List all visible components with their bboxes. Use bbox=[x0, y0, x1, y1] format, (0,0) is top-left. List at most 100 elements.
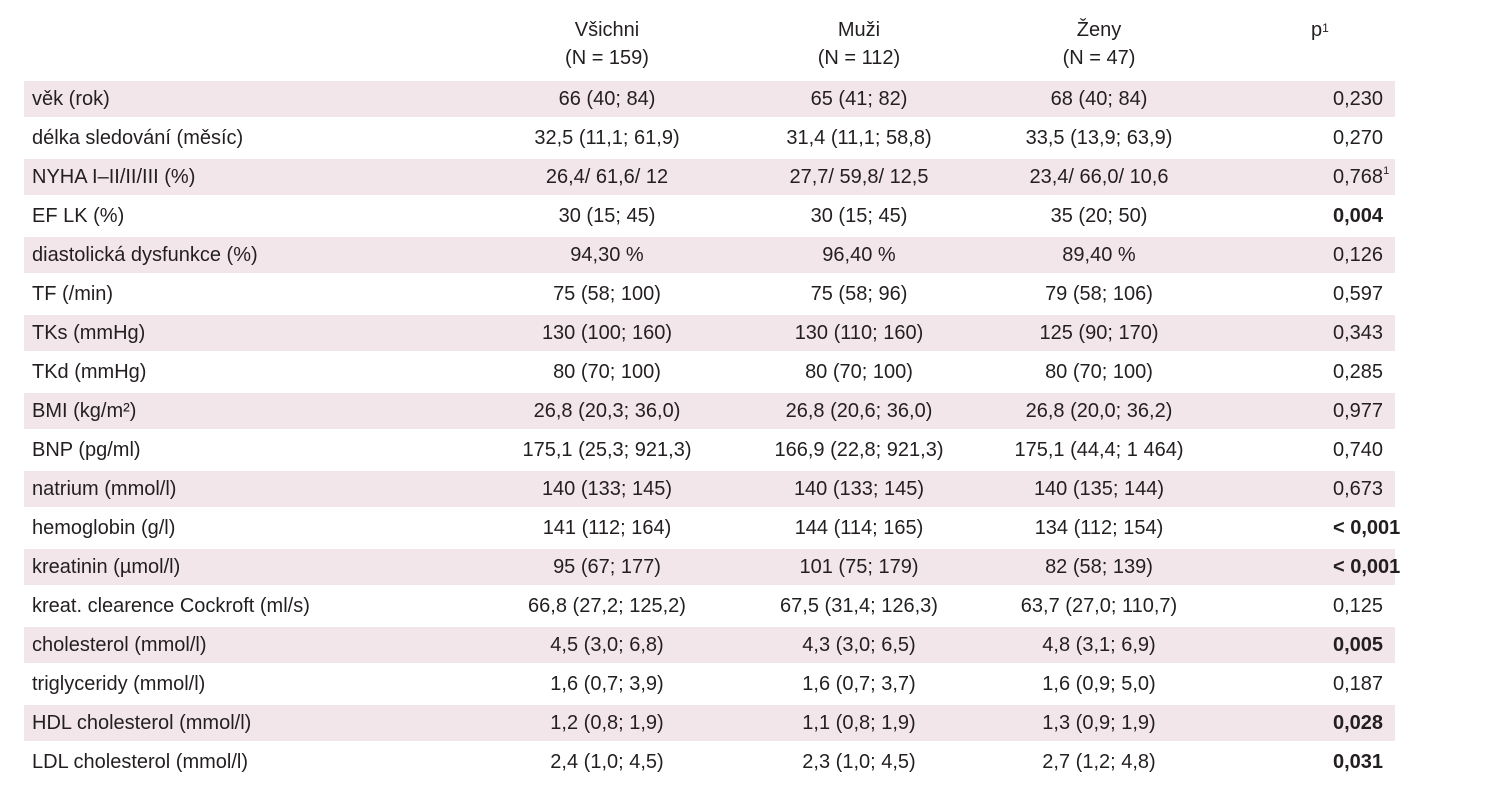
row-label: TF (/min) bbox=[24, 276, 473, 312]
cell-women: 125 (90; 170) bbox=[977, 315, 1221, 351]
row-label: délka sledování (měsíc) bbox=[24, 120, 473, 156]
table-row: TKd (mmHg) 80 (70; 100) 80 (70; 100) 80 (70… bbox=[24, 354, 1395, 390]
cell-men: 1,6 (0,7; 3,7) bbox=[741, 666, 977, 702]
p-value-text: 0,768 bbox=[1333, 165, 1384, 188]
cell-all: 94,30 % bbox=[473, 237, 741, 273]
row-label: TKs (mmHg) bbox=[24, 315, 473, 351]
header-row: Všichni (N = 159) Muži (N = 112) Ženy (N… bbox=[24, 3, 1395, 78]
p-value-text: 0,673 bbox=[1333, 477, 1384, 500]
table-row: věk (rok) 66 (40; 84) 65 (41; 82) 68 (40; 8… bbox=[24, 81, 1395, 117]
row-label: kreat. clearence Cockroft (ml/s) bbox=[24, 588, 473, 624]
header-women: Ženy (N = 47) bbox=[977, 3, 1221, 78]
cell-all: 130 (100; 160) bbox=[473, 315, 741, 351]
row-label: hemoglobin (g/l) bbox=[24, 510, 473, 546]
cell-men: 75 (58; 96) bbox=[741, 276, 977, 312]
cell-men: 1,1 (0,8; 1,9) bbox=[741, 705, 977, 741]
cell-p-value: 0,004 bbox=[1221, 198, 1395, 234]
cell-men: 144 (114; 165) bbox=[741, 510, 977, 546]
header-all-count: (N = 159) bbox=[565, 47, 649, 69]
cell-all: 4,5 (3,0; 6,8) bbox=[473, 627, 741, 663]
cell-men: 96,40 % bbox=[741, 237, 977, 273]
cell-p-value: 0,343 bbox=[1221, 315, 1395, 351]
p-value-text: 0,343 bbox=[1333, 321, 1384, 344]
cell-women: 26,8 (20,0; 36,2) bbox=[977, 393, 1221, 429]
cell-p-value: 0,031 bbox=[1221, 744, 1395, 780]
header-p-value: p1 bbox=[1221, 3, 1395, 78]
cell-p-value: 0,125 bbox=[1221, 588, 1395, 624]
table-row: NYHA I–II/II/III (%) 26,4/ 61,6/ 12 27,7/ … bbox=[24, 159, 1395, 195]
table-header: Všichni (N = 159) Muži (N = 112) Ženy (N… bbox=[24, 3, 1395, 78]
table-row: hemoglobin (g/l) 141 (112; 164) 144 (114; … bbox=[24, 510, 1400, 546]
header-men-count: (N = 112) bbox=[817, 47, 901, 69]
header-p-label: p bbox=[1311, 19, 1323, 41]
table-row: HDL cholesterol (mmol/l) 1,2 (0,8; 1,9) 1,… bbox=[24, 705, 1395, 741]
cell-p-value: 0,028 bbox=[1221, 705, 1395, 741]
cell-p-value: 0,126 bbox=[1221, 237, 1395, 273]
cell-all: 32,5 (11,1; 61,9) bbox=[473, 120, 741, 156]
p-value-text: 0,597 bbox=[1333, 282, 1384, 305]
table-row: natrium (mmol/l) 140 (133; 145) 140 (133; … bbox=[24, 471, 1395, 507]
cell-men: 30 (15; 45) bbox=[741, 198, 977, 234]
row-label: kreatinin (µmol/l) bbox=[24, 549, 473, 585]
p-value-text: 0,028 bbox=[1333, 711, 1384, 734]
cell-all: 26,8 (20,3; 36,0) bbox=[473, 393, 741, 429]
header-all-name: Všichni bbox=[574, 19, 640, 41]
cell-women: 89,40 % bbox=[977, 237, 1221, 273]
cell-p-value: 0,230 bbox=[1221, 81, 1395, 117]
row-label: BNP (pg/ml) bbox=[24, 432, 473, 468]
table-row: délka sledování (měsíc) 32,5 (11,1; 61,9)… bbox=[24, 120, 1395, 156]
cell-men: 80 (70; 100) bbox=[741, 354, 977, 390]
row-label: diastolická dysfunkce (%) bbox=[24, 237, 473, 273]
cell-men: 67,5 (31,4; 126,3) bbox=[741, 588, 977, 624]
cell-women: 4,8 (3,1; 6,9) bbox=[977, 627, 1221, 663]
p-value-text: < 0,001 bbox=[1333, 516, 1401, 539]
cell-women: 35 (20; 50) bbox=[977, 198, 1221, 234]
table-row: kreat. clearence Cockroft (ml/s) 66,8 (27… bbox=[24, 588, 1395, 624]
cell-men: 101 (75; 179) bbox=[741, 549, 977, 585]
cell-men: 140 (133; 145) bbox=[741, 471, 977, 507]
table-row: BMI (kg/m²) 26,8 (20,3; 36,0) 26,8 (20,6; … bbox=[24, 393, 1395, 429]
cell-all: 80 (70; 100) bbox=[473, 354, 741, 390]
row-label: HDL cholesterol (mmol/l) bbox=[24, 705, 473, 741]
cell-p-value: 0,7681 bbox=[1221, 159, 1395, 195]
cell-women: 2,7 (1,2; 4,8) bbox=[977, 744, 1221, 780]
header-women-count: (N = 47) bbox=[1062, 47, 1136, 69]
header-all: Všichni (N = 159) bbox=[473, 3, 741, 78]
header-label-column bbox=[24, 3, 473, 78]
table-row: TF (/min) 75 (58; 100) 75 (58; 96) 79 (58; … bbox=[24, 276, 1395, 312]
data-table-container: Všichni (N = 159) Muži (N = 112) Ženy (N… bbox=[24, 0, 1400, 783]
row-label: EF LK (%) bbox=[24, 198, 473, 234]
p-value-text: 0,005 bbox=[1333, 633, 1384, 656]
cell-p-value: 0,740 bbox=[1221, 432, 1395, 468]
cell-women: 63,7 (27,0; 110,7) bbox=[977, 588, 1221, 624]
cell-men: 31,4 (11,1; 58,8) bbox=[741, 120, 977, 156]
header-p-superscript: 1 bbox=[1322, 21, 1329, 35]
p-value-superscript: 1 bbox=[1383, 164, 1390, 177]
cell-p-value: 0,270 bbox=[1221, 120, 1395, 156]
cell-all: 30 (15; 45) bbox=[473, 198, 741, 234]
cell-p-value: < 0,001 bbox=[1221, 549, 1400, 585]
p-value-text: 0,126 bbox=[1333, 243, 1384, 266]
cell-women: 80 (70; 100) bbox=[977, 354, 1221, 390]
p-value-text: 0,977 bbox=[1333, 399, 1384, 422]
cell-all: 175,1 (25,3; 921,3) bbox=[473, 432, 741, 468]
cell-men: 65 (41; 82) bbox=[741, 81, 977, 117]
p-value-text: 0,740 bbox=[1333, 438, 1384, 461]
cell-p-value: 0,597 bbox=[1221, 276, 1395, 312]
cell-women: 134 (112; 154) bbox=[977, 510, 1221, 546]
cell-women: 23,4/ 66,0/ 10,6 bbox=[977, 159, 1221, 195]
row-label: triglyceridy (mmol/l) bbox=[24, 666, 473, 702]
cell-all: 1,6 (0,7; 3,9) bbox=[473, 666, 741, 702]
header-women-name: Ženy bbox=[1076, 19, 1122, 41]
row-label: natrium (mmol/l) bbox=[24, 471, 473, 507]
cell-women: 1,6 (0,9; 5,0) bbox=[977, 666, 1221, 702]
cell-all: 141 (112; 164) bbox=[473, 510, 741, 546]
table-row: TKs (mmHg) 130 (100; 160) 130 (110; 160) 12… bbox=[24, 315, 1395, 351]
table-row: LDL cholesterol (mmol/l) 2,4 (1,0; 4,5) 2,… bbox=[24, 744, 1395, 780]
p-value-text: 0,270 bbox=[1333, 126, 1384, 149]
row-label: cholesterol (mmol/l) bbox=[24, 627, 473, 663]
table-row: triglyceridy (mmol/l) 1,6 (0,7; 3,9) 1,6 (… bbox=[24, 666, 1395, 702]
cell-all: 95 (67; 177) bbox=[473, 549, 741, 585]
cell-all: 26,4/ 61,6/ 12 bbox=[473, 159, 741, 195]
cell-women: 79 (58; 106) bbox=[977, 276, 1221, 312]
